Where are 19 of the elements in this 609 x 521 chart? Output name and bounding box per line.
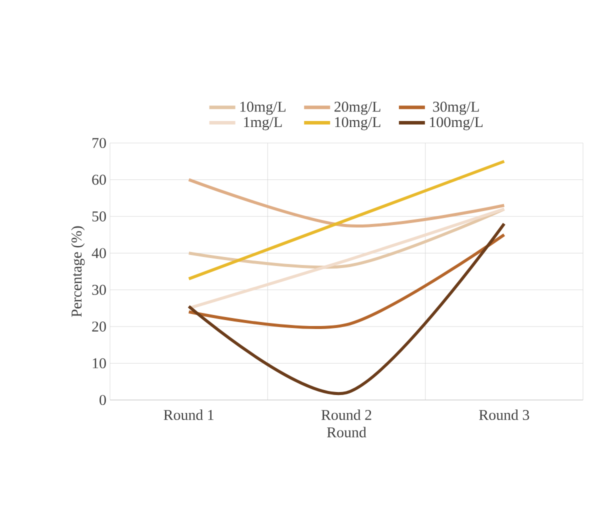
y-tick-label: 60 (92, 174, 106, 185)
legend-label: 10mg/L (240, 102, 286, 115)
x-tick-label: Round 2 (321, 410, 372, 420)
y-tick-label: 70 (92, 138, 106, 148)
y-tick-label: 10 (92, 358, 106, 368)
y-tick-label: 30 (92, 284, 106, 295)
y-tick-label: 50 (92, 211, 106, 222)
y-tick-label: 0 (100, 394, 106, 406)
y-axis-title: Percentage (%) (71, 226, 85, 317)
legend-label: 100mg/L (430, 117, 483, 130)
x-tick-label: Round 3 (479, 410, 530, 420)
y-tick-label: 40 (92, 248, 106, 258)
x-tick-label: Round 1 (164, 410, 214, 420)
legend-label: 20mg/L (334, 102, 380, 115)
legend-label: 1mg/L (244, 117, 282, 130)
x-axis-title: Round (327, 426, 366, 438)
legend-label: 30mg/L (433, 102, 479, 115)
y-tick-label: 20 (92, 322, 106, 332)
legend-label: 10mg/L (335, 117, 380, 130)
